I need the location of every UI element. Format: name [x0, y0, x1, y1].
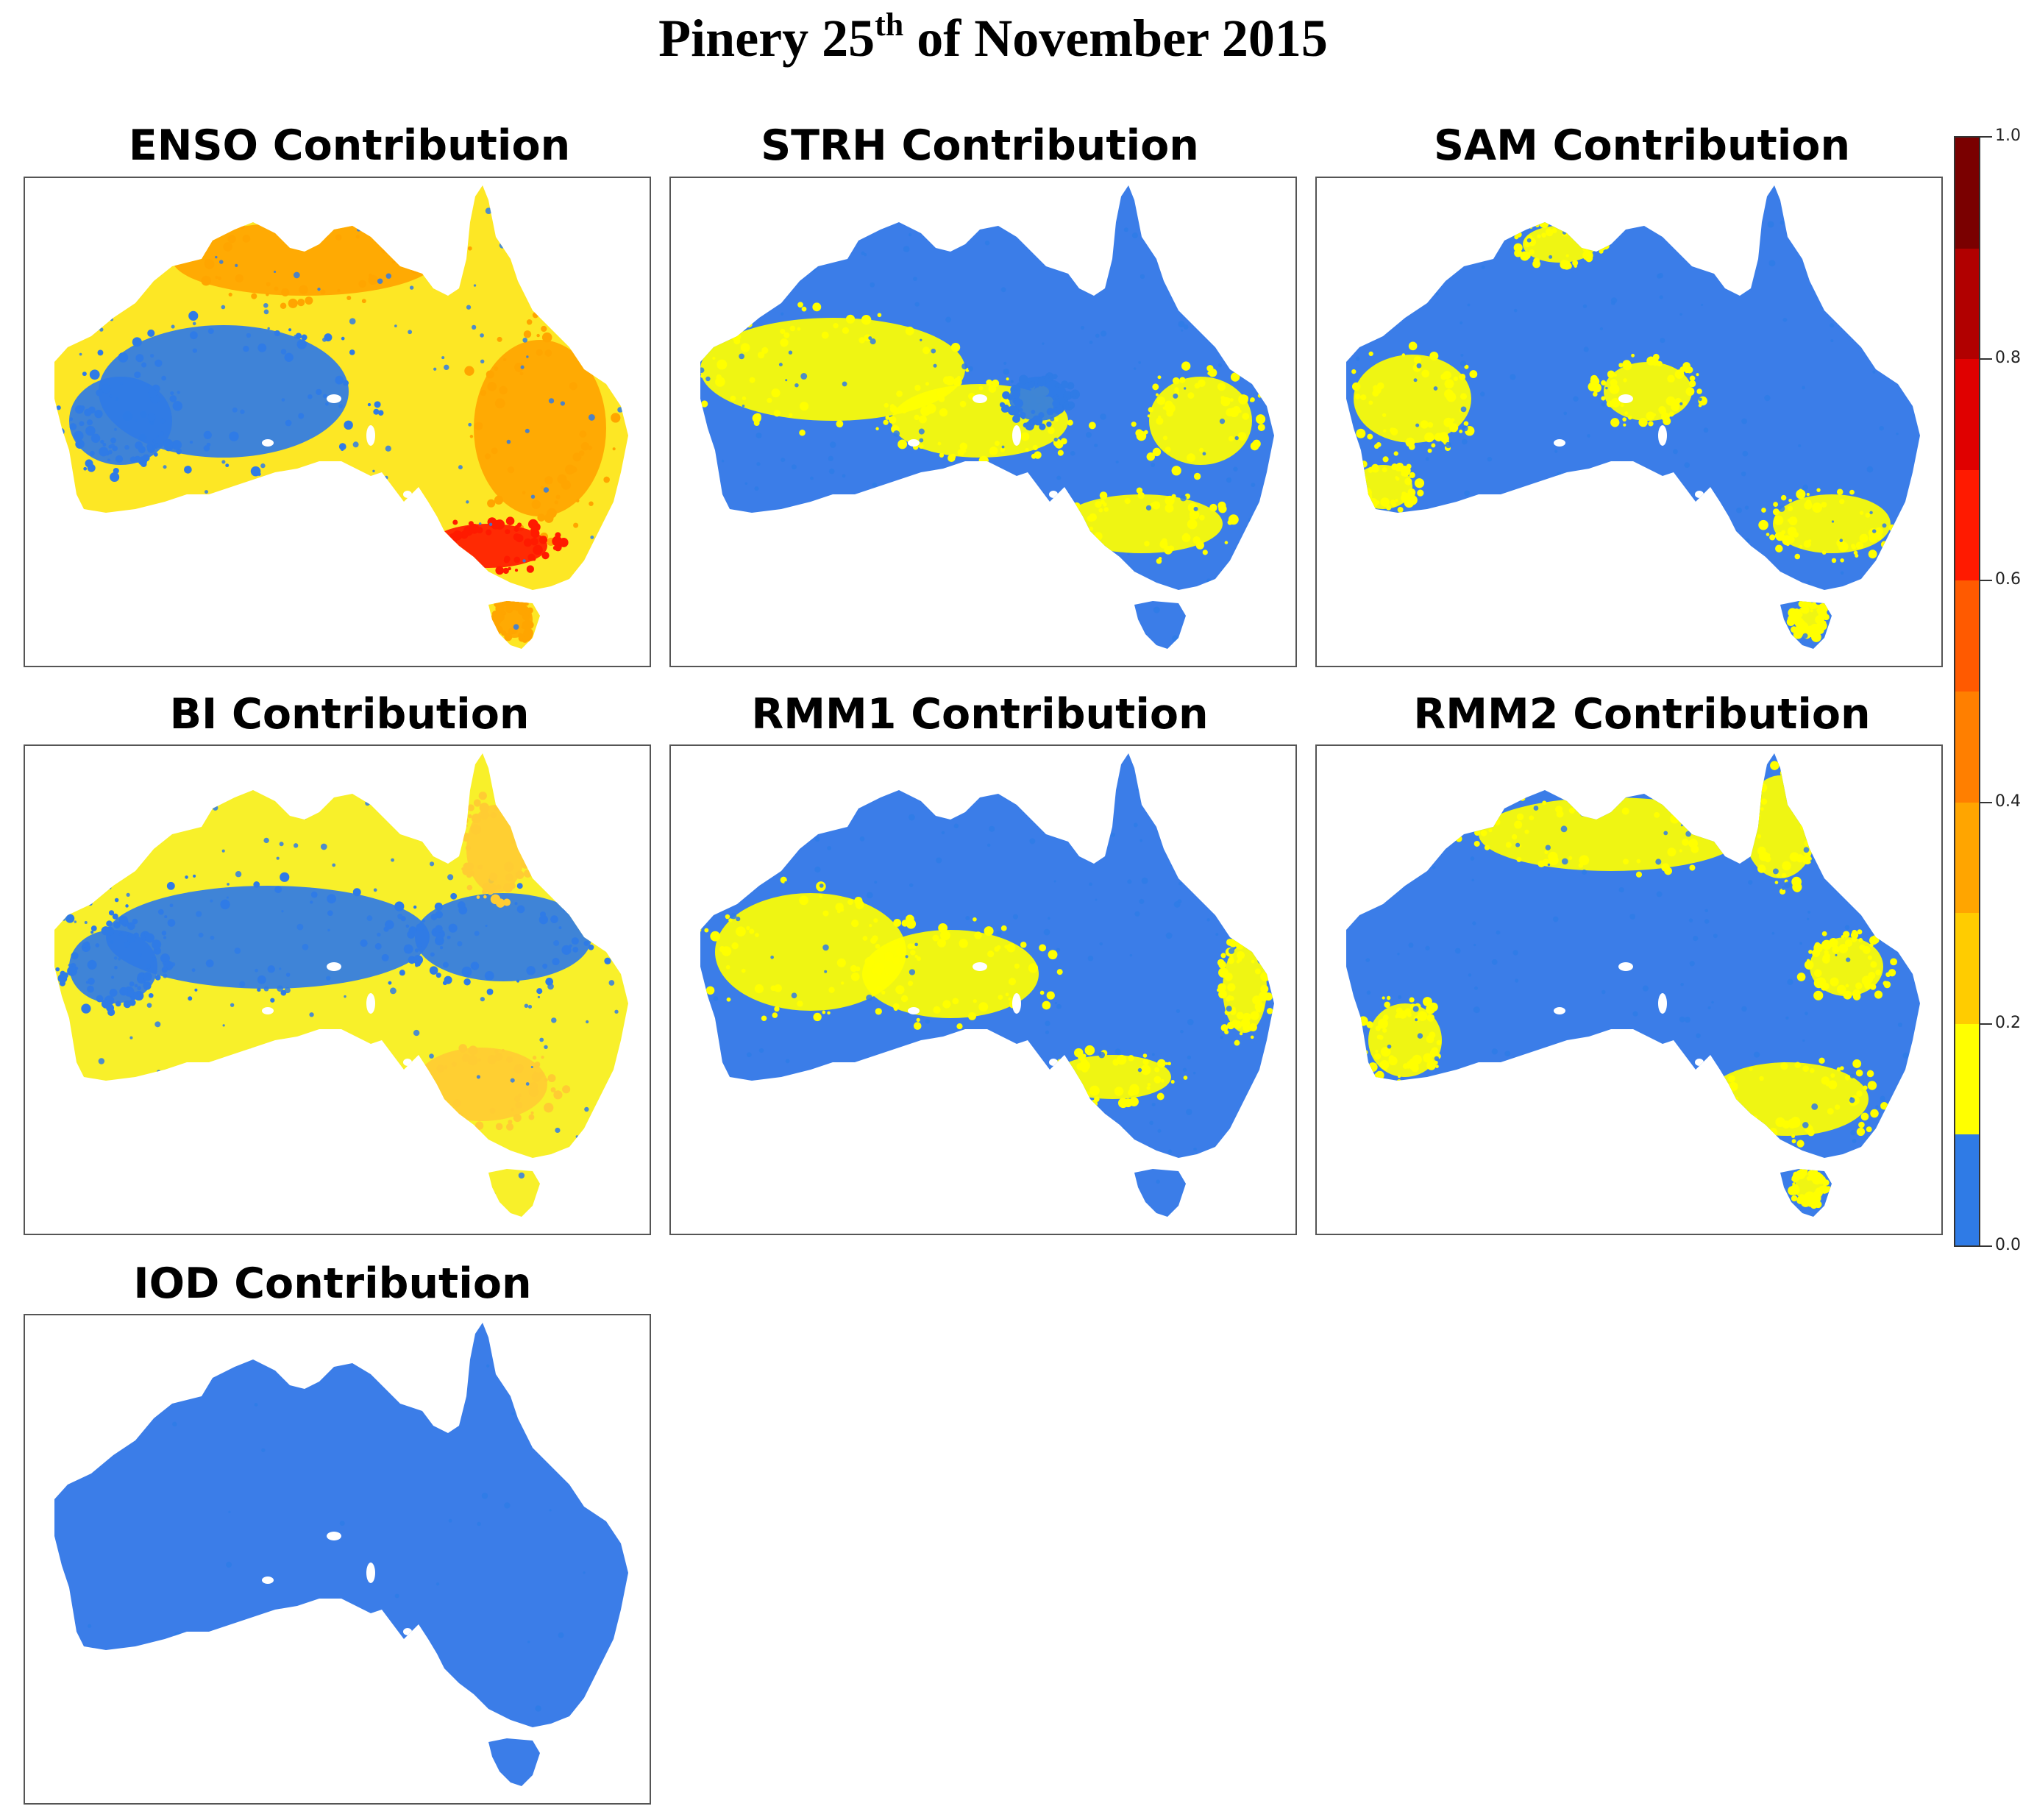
australia-map	[700, 753, 1274, 1217]
map-panel-rmm2	[1315, 744, 1943, 1235]
panel-title-sam: SAM Contribution	[1433, 121, 1851, 170]
colorbar-tick-label: 0.6	[1995, 570, 2021, 589]
colorbar-band	[1955, 359, 1979, 470]
colorbar-band	[1955, 913, 1979, 1024]
colorbar-band	[1955, 248, 1979, 360]
colorbar-tick	[1980, 801, 1992, 803]
australia-map	[54, 185, 628, 649]
colorbar-tick	[1980, 580, 1992, 582]
map-panel-enso	[24, 177, 651, 667]
colorbar-band	[1955, 691, 1979, 803]
colorbar-tick	[1980, 358, 1992, 360]
panel-title-iod: IOD Contribution	[133, 1259, 532, 1308]
map-panel-strh	[669, 177, 1297, 667]
colorbar-tick	[1980, 136, 1992, 138]
colorbar-band	[1955, 1134, 1979, 1245]
map-panel-rmm1	[669, 744, 1297, 1235]
australia-map	[700, 185, 1274, 649]
colorbar-band	[1955, 138, 1979, 249]
colorbar-tick	[1980, 1023, 1992, 1025]
australia-map	[1346, 753, 1920, 1217]
colorbar-tick-label: 0.4	[1995, 792, 2021, 811]
map-panel-sam	[1315, 177, 1943, 667]
colorbar-band	[1955, 1023, 1979, 1135]
australia-map	[1346, 185, 1920, 649]
panel-title-rmm2: RMM2 Contribution	[1413, 690, 1871, 739]
colorbar-band	[1955, 469, 1979, 581]
colorbar-band	[1955, 802, 1979, 914]
colorbar-legend	[1954, 136, 1980, 1247]
panel-title-strh: STRH Contribution	[761, 121, 1199, 170]
australia-map	[54, 1323, 628, 1786]
panel-title-rmm1: RMM1 Contribution	[751, 690, 1209, 739]
colorbar-band	[1955, 580, 1979, 692]
panel-title-enso: ENSO Contribution	[128, 121, 571, 170]
map-panel-bi	[24, 744, 651, 1235]
panel-title-bi: BI Contribution	[169, 690, 530, 739]
colorbar-tick-label: 1.0	[1995, 127, 2021, 145]
australia-map	[54, 753, 628, 1217]
colorbar-tick	[1980, 1245, 1992, 1247]
colorbar-tick-label: 0.0	[1995, 1236, 2021, 1254]
colorbar-tick-label: 0.8	[1995, 348, 2021, 367]
figure-title: Pinery 25th of November 2015	[658, 7, 1328, 68]
map-panel-iod	[24, 1314, 651, 1805]
colorbar-tick-label: 0.2	[1995, 1014, 2021, 1033]
